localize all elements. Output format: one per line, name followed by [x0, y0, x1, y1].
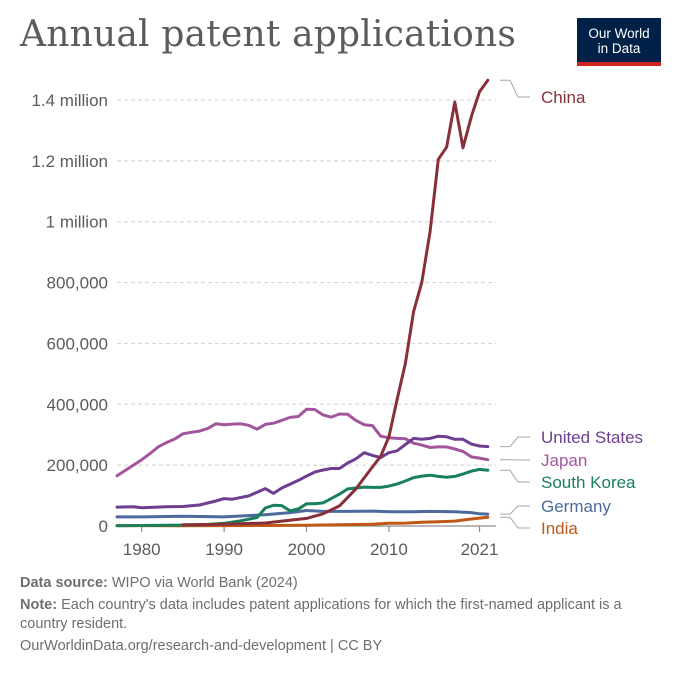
- series-line-japan: [115, 407, 490, 478]
- gridlines: [117, 99, 496, 466]
- x-tick-label: 2000: [288, 540, 326, 559]
- source-label: Data source:: [20, 575, 108, 591]
- label-connector: [500, 469, 530, 483]
- x-axis: 1980 1990 2000 2010 2021: [117, 525, 499, 559]
- source-line: Data source: WIPO via World Bank (2024): [20, 574, 660, 593]
- x-tick-label: 2021: [461, 540, 499, 559]
- series-lines: [115, 78, 490, 528]
- y-tick-label: 1 million: [46, 213, 108, 232]
- y-axis-labels: 0 200,000 400,000 600,000 800,000 1 million 1.…: [31, 91, 108, 536]
- license-text: | CC BY: [330, 638, 383, 654]
- series-line-united-states: [115, 434, 490, 510]
- label-connector: [500, 505, 530, 515]
- note-text: Each country's data includes patent appl…: [20, 597, 622, 632]
- series-label-south-korea: South Korea: [541, 473, 636, 492]
- series-label-japan: Japan: [541, 451, 587, 470]
- x-tick-label: 2010: [370, 540, 408, 559]
- owid-logo[interactable]: Our World in Data: [577, 18, 661, 66]
- note-label: Note:: [20, 597, 58, 613]
- series-label-germany: Germany: [541, 497, 611, 516]
- series-line-south-korea: [115, 467, 490, 528]
- logo-line-2: in Data: [597, 41, 641, 56]
- series-label-india: India: [541, 519, 578, 538]
- y-tick-label: 600,000: [47, 334, 108, 353]
- y-tick-label: 1.4 million: [31, 91, 108, 110]
- series-label-united-states: United States: [541, 428, 643, 447]
- chart-title: Annual patent applications: [20, 14, 517, 55]
- x-tick-label: 1990: [205, 540, 243, 559]
- y-tick-label: 0: [99, 517, 108, 536]
- source-text: WIPO via World Bank (2024): [111, 575, 298, 591]
- series-label-china: China: [541, 88, 586, 107]
- label-connector: [500, 516, 530, 529]
- series-line-china: [181, 78, 490, 527]
- owid-link[interactable]: OurWorldinData.org/research-and-developm…: [20, 638, 326, 654]
- chart-footer: Data source: WIPO via World Bank (2024) …: [20, 574, 660, 659]
- logo-line-1: Our World: [588, 26, 650, 41]
- y-tick-label: 800,000: [47, 274, 108, 293]
- logo-accent-bar: [577, 62, 661, 66]
- line-chart: 0 200,000 400,000 600,000 800,000 1 million 1.…: [31, 78, 643, 559]
- link-line: OurWorldinData.org/research-and-developm…: [20, 637, 660, 656]
- x-tick-label: 1980: [123, 540, 161, 559]
- series-line-germany: [115, 509, 490, 519]
- note-line: Note: Each country's data includes paten…: [20, 596, 660, 634]
- label-connector: [500, 79, 530, 98]
- y-tick-label: 1.2 million: [31, 152, 108, 171]
- series-end-labels: China United States Japan South Korea German…: [500, 79, 643, 538]
- y-tick-label: 200,000: [47, 456, 108, 475]
- y-tick-label: 400,000: [47, 395, 108, 414]
- label-connector: [500, 436, 530, 448]
